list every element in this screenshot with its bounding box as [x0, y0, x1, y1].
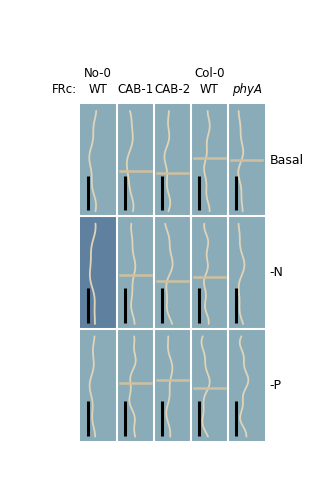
Bar [191, 104, 228, 216]
Bar [80, 104, 116, 216]
Text: CAB-1: CAB-1 [117, 83, 153, 96]
Bar [80, 330, 116, 441]
Bar [154, 104, 191, 216]
Text: Basal: Basal [270, 154, 304, 166]
Text: -P: -P [270, 379, 282, 392]
Bar [191, 217, 228, 328]
Bar [228, 330, 265, 441]
Bar [154, 217, 191, 328]
Bar [191, 330, 228, 441]
Bar [154, 330, 191, 441]
Text: WT: WT [200, 83, 219, 96]
Text: -N: -N [270, 266, 283, 279]
Bar [80, 217, 116, 328]
Bar [117, 104, 154, 216]
Text: CAB-2: CAB-2 [154, 83, 191, 96]
Text: FRc:: FRc: [52, 83, 77, 96]
Bar [228, 217, 265, 328]
Text: Col-0: Col-0 [194, 68, 225, 80]
Text: No-0: No-0 [84, 68, 112, 80]
Bar [228, 104, 265, 216]
Text: WT: WT [89, 83, 107, 96]
Bar [117, 217, 154, 328]
Bar [117, 330, 154, 441]
Text: phyA: phyA [232, 83, 262, 96]
